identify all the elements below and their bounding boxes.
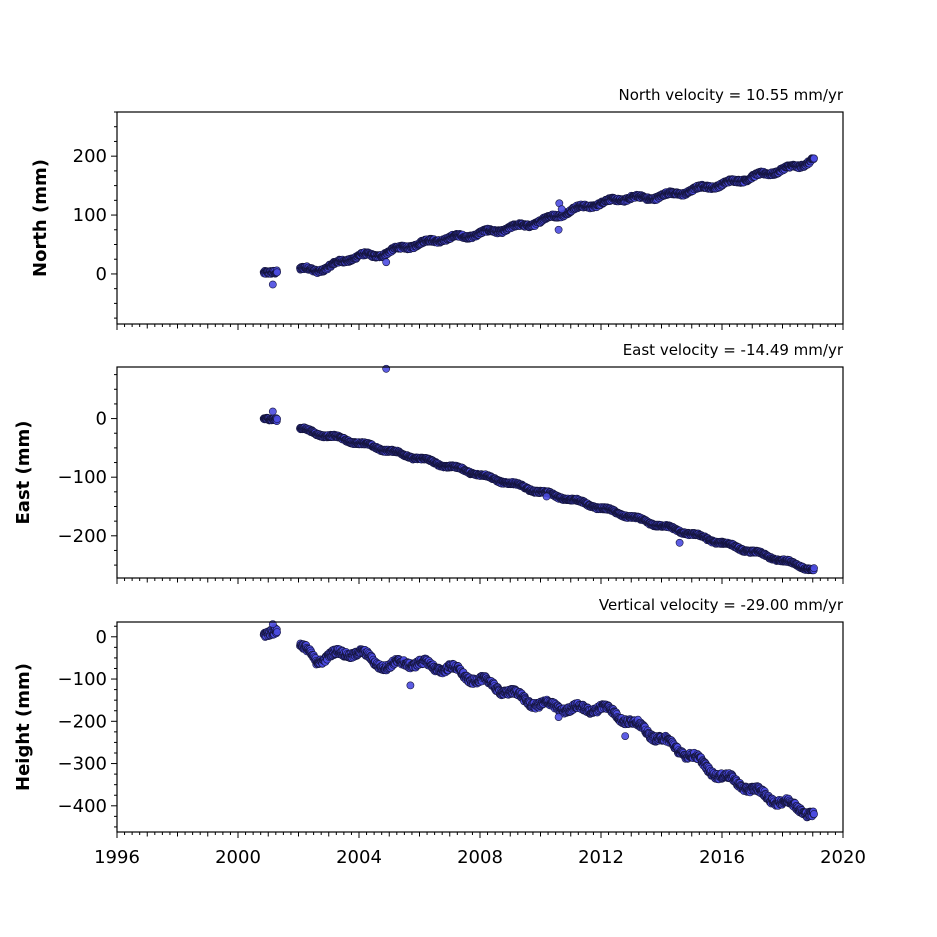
data-point <box>382 364 391 373</box>
east-ylabel: East (mm) <box>13 421 34 525</box>
y-tick-label: −200 <box>58 526 107 547</box>
north-panel: 0 100 200 North velocity = 10.55 mm/yr Nor… <box>30 86 844 330</box>
data-point <box>810 564 818 573</box>
y-tick-label: −100 <box>58 467 107 488</box>
vertical-velocity-title: Vertical velocity = -29.00 mm/yr <box>599 596 844 614</box>
y-tick-label: 0 <box>96 627 107 648</box>
y-tick-label: −400 <box>58 796 107 817</box>
data-point <box>554 225 563 234</box>
y-tick-label: −300 <box>58 754 107 775</box>
x-tick-label: 2008 <box>457 847 503 868</box>
y-tick-label: 0 <box>96 264 107 285</box>
data-point <box>554 713 563 721</box>
data-point <box>675 538 684 547</box>
x-tick-label: 1996 <box>94 847 140 868</box>
data-point <box>406 681 415 690</box>
x-tick-label: 2012 <box>578 847 624 868</box>
data-point <box>557 205 566 214</box>
data-point <box>382 258 391 267</box>
data-point <box>621 732 630 740</box>
y-tick-label: 0 <box>96 409 107 430</box>
data-point <box>542 492 551 501</box>
x-tick-label: 2004 <box>336 847 382 868</box>
y-tick-label: −100 <box>58 669 107 690</box>
north-velocity-title: North velocity = 10.55 mm/yr <box>619 86 844 104</box>
y-tick-label: 200 <box>73 146 107 167</box>
north-points <box>259 154 818 289</box>
east-velocity-title: East velocity = -14.49 mm/yr <box>623 341 844 359</box>
north-ylabel: North (mm) <box>30 159 51 277</box>
data-point <box>810 154 818 163</box>
data-point <box>273 415 281 423</box>
data-point <box>268 407 277 416</box>
data-point <box>810 810 818 818</box>
x-tick-label: 2020 <box>820 847 866 868</box>
data-point <box>273 268 281 277</box>
data-point <box>268 280 277 289</box>
data-point <box>273 628 281 636</box>
height-ylabel: Height (mm) <box>13 663 34 791</box>
x-tick-label: 2000 <box>215 847 261 868</box>
y-tick-label: 100 <box>73 205 107 226</box>
y-tick-label: −200 <box>58 711 107 732</box>
x-tick-label: 2016 <box>699 847 745 868</box>
